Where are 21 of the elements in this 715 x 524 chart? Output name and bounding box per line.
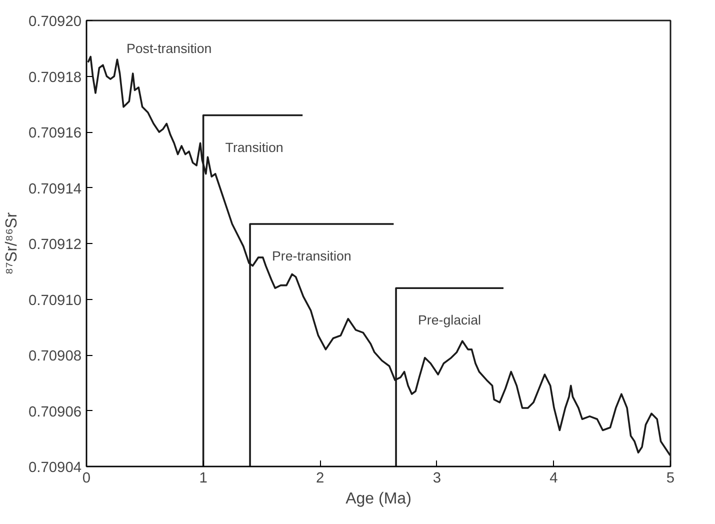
annotation: Transition [225, 140, 284, 155]
y-tick-label: 0.70908 [28, 348, 82, 364]
x-tick-label: 5 [666, 470, 675, 486]
y-tick-label: 0.70918 [28, 70, 82, 86]
y-axis-title: ⁸⁷Sr/⁸⁶Sr [4, 212, 21, 275]
annotation: Pre-glacial [418, 312, 482, 328]
x-axis-title: Age (Ma) [346, 490, 412, 508]
y-tick-label: 0.70912 [28, 237, 82, 253]
x-tick-label: 0 [82, 470, 91, 486]
x-tick-label: 4 [550, 470, 558, 486]
y-tick-label: 0.70920 [28, 14, 82, 30]
y-tick-label: 0.70916 [28, 126, 82, 142]
x-tick-label: 1 [199, 470, 208, 486]
x-tick-label: 2 [316, 470, 324, 486]
annotation: Post-transition [126, 41, 212, 56]
x-tick-label: 3 [432, 470, 441, 486]
y-tick-label: 0.70910 [28, 292, 82, 309]
annotation: Pre-transition [272, 248, 352, 264]
y-tick-label: 0.70904 [28, 460, 82, 476]
y-tick-label: 0.70914 [28, 181, 82, 198]
y-tick-label: 0.70906 [28, 404, 82, 420]
